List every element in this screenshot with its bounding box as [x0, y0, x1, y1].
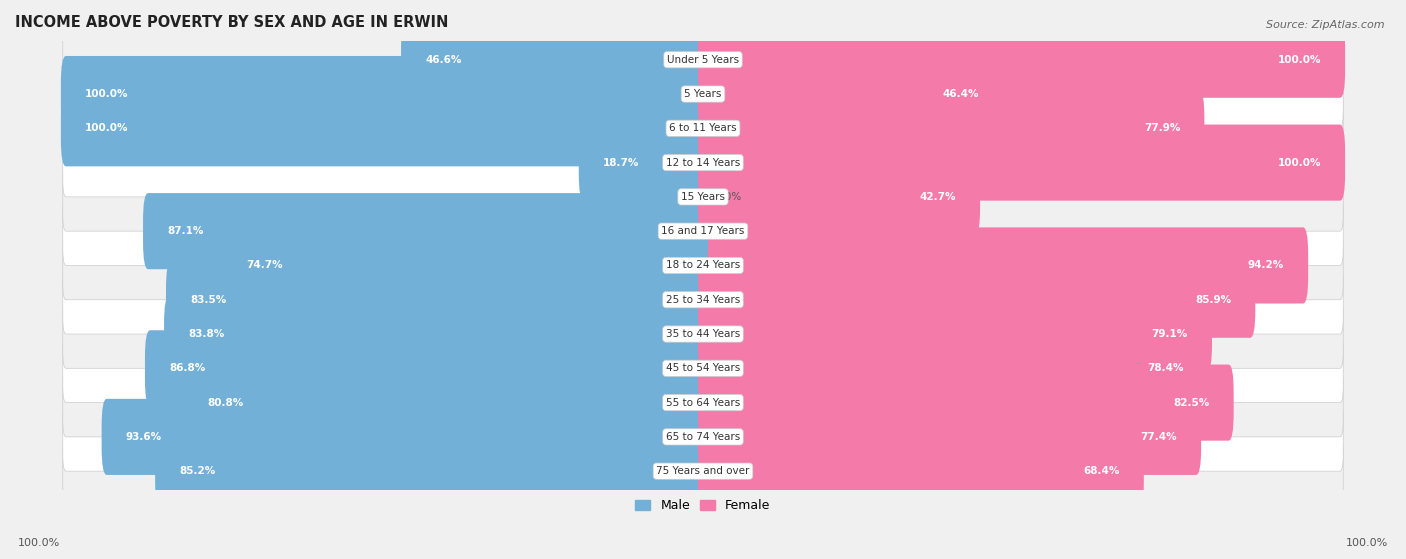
Text: 6 to 11 Years: 6 to 11 Years — [669, 124, 737, 133]
Text: 18 to 24 Years: 18 to 24 Years — [666, 260, 740, 271]
FancyBboxPatch shape — [60, 56, 709, 132]
FancyBboxPatch shape — [63, 231, 1343, 300]
Text: Under 5 Years: Under 5 Years — [666, 55, 740, 65]
Text: 78.4%: 78.4% — [1147, 363, 1184, 373]
FancyBboxPatch shape — [183, 364, 709, 440]
Text: 83.5%: 83.5% — [190, 295, 226, 305]
Text: 46.4%: 46.4% — [943, 89, 980, 99]
Text: 65 to 74 Years: 65 to 74 Years — [666, 432, 740, 442]
Text: 100.0%: 100.0% — [86, 89, 128, 99]
Text: Source: ZipAtlas.com: Source: ZipAtlas.com — [1267, 20, 1385, 30]
FancyBboxPatch shape — [697, 159, 980, 235]
Text: 35 to 44 Years: 35 to 44 Years — [666, 329, 740, 339]
Text: 100.0%: 100.0% — [1346, 538, 1388, 548]
Text: 86.8%: 86.8% — [169, 363, 205, 373]
Text: 46.6%: 46.6% — [425, 55, 461, 65]
FancyBboxPatch shape — [101, 399, 709, 475]
FancyBboxPatch shape — [697, 364, 1233, 440]
FancyBboxPatch shape — [63, 402, 1343, 471]
Text: 75 Years and over: 75 Years and over — [657, 466, 749, 476]
Text: 12 to 14 Years: 12 to 14 Years — [666, 158, 740, 168]
FancyBboxPatch shape — [63, 334, 1343, 402]
FancyBboxPatch shape — [63, 26, 1343, 94]
FancyBboxPatch shape — [145, 330, 709, 406]
Text: 100.0%: 100.0% — [86, 124, 128, 133]
FancyBboxPatch shape — [63, 437, 1343, 505]
Text: 0.0%: 0.0% — [716, 192, 742, 202]
FancyBboxPatch shape — [697, 330, 1208, 406]
Text: 5 Years: 5 Years — [685, 89, 721, 99]
Text: 100.0%: 100.0% — [1278, 55, 1320, 65]
Text: 77.9%: 77.9% — [1143, 124, 1180, 133]
FancyBboxPatch shape — [697, 22, 1346, 98]
FancyBboxPatch shape — [697, 433, 1144, 509]
FancyBboxPatch shape — [697, 296, 1212, 372]
Text: 68.4%: 68.4% — [1083, 466, 1119, 476]
Text: 93.6%: 93.6% — [127, 432, 162, 442]
FancyBboxPatch shape — [697, 228, 1308, 304]
FancyBboxPatch shape — [63, 300, 1343, 368]
FancyBboxPatch shape — [63, 129, 1343, 197]
Text: 45 to 54 Years: 45 to 54 Years — [666, 363, 740, 373]
Text: 0.0%: 0.0% — [664, 226, 690, 236]
FancyBboxPatch shape — [63, 94, 1343, 163]
FancyBboxPatch shape — [697, 56, 1004, 132]
FancyBboxPatch shape — [222, 228, 709, 304]
Text: 85.9%: 85.9% — [1195, 295, 1232, 305]
FancyBboxPatch shape — [165, 296, 709, 372]
Text: INCOME ABOVE POVERTY BY SEX AND AGE IN ERWIN: INCOME ABOVE POVERTY BY SEX AND AGE IN E… — [15, 15, 449, 30]
Text: 79.1%: 79.1% — [1152, 329, 1188, 339]
Text: 15 Years: 15 Years — [681, 192, 725, 202]
Text: 100.0%: 100.0% — [18, 538, 60, 548]
FancyBboxPatch shape — [63, 60, 1343, 129]
FancyBboxPatch shape — [63, 266, 1343, 334]
FancyBboxPatch shape — [60, 90, 709, 167]
Text: 80.8%: 80.8% — [208, 397, 243, 408]
Text: 87.1%: 87.1% — [167, 226, 204, 236]
FancyBboxPatch shape — [579, 125, 709, 201]
FancyBboxPatch shape — [697, 399, 1201, 475]
FancyBboxPatch shape — [401, 22, 709, 98]
Text: 55 to 64 Years: 55 to 64 Years — [666, 397, 740, 408]
FancyBboxPatch shape — [63, 163, 1343, 231]
FancyBboxPatch shape — [63, 197, 1343, 266]
Text: 82.5%: 82.5% — [1173, 397, 1209, 408]
FancyBboxPatch shape — [143, 193, 709, 269]
FancyBboxPatch shape — [697, 262, 1256, 338]
Legend: Male, Female: Male, Female — [630, 495, 776, 518]
FancyBboxPatch shape — [166, 262, 709, 338]
Text: 83.8%: 83.8% — [188, 329, 225, 339]
Text: 25 to 34 Years: 25 to 34 Years — [666, 295, 740, 305]
FancyBboxPatch shape — [697, 125, 1346, 201]
FancyBboxPatch shape — [155, 433, 709, 509]
Text: 100.0%: 100.0% — [1278, 158, 1320, 168]
Text: 74.7%: 74.7% — [246, 260, 283, 271]
Text: 42.7%: 42.7% — [920, 192, 956, 202]
Text: 94.2%: 94.2% — [1247, 260, 1284, 271]
Text: 18.7%: 18.7% — [603, 158, 640, 168]
FancyBboxPatch shape — [697, 90, 1205, 167]
Text: 85.2%: 85.2% — [180, 466, 215, 476]
Text: 77.4%: 77.4% — [1140, 432, 1177, 442]
Text: 16 and 17 Years: 16 and 17 Years — [661, 226, 745, 236]
FancyBboxPatch shape — [63, 368, 1343, 437]
